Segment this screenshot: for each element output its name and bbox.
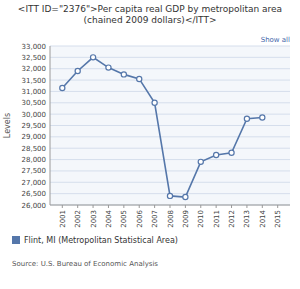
x-tick-label: 2011 [213,210,221,228]
marker [121,72,126,77]
y-tick-label: 32,500 [22,54,47,62]
x-tick [246,205,247,208]
marker [60,85,65,90]
x-tick-label: 2013 [243,210,251,228]
x-tick [139,205,140,208]
x-tick-label: 2003 [90,210,98,228]
grid-line [50,159,290,160]
x-tick-label: 2014 [259,209,267,227]
grid-line [50,182,290,183]
x-tick-label: 2006 [136,209,144,227]
x-tick [200,205,201,208]
marker [167,193,172,198]
grid-line [50,170,290,171]
x-tick [216,205,217,208]
x-tick-label: 2008 [167,210,175,228]
y-axis-label: Levels [3,113,12,138]
marker [244,116,249,121]
x-tick [108,205,109,208]
x-tick [77,205,78,208]
plot-background [50,46,290,205]
source: Source: U.S. Bureau of Economic Analysis [12,260,158,268]
x-tick-label: 2002 [74,210,82,228]
marker [260,115,265,120]
y-tick-label: 32,000 [22,65,47,73]
x-tick-label: 2004 [105,209,113,227]
y-tick-label: 28,500 [22,145,47,153]
x-tick-label: 2001 [59,210,67,228]
marker [229,150,234,155]
grid-line [50,148,290,149]
y-tick-label: 26,000 [22,202,47,210]
x-tick [123,205,124,208]
x-tick-label: 2010 [197,210,205,228]
marker [90,55,95,60]
y-tick-label: 27,500 [22,167,47,175]
x-tick-label: 2015 [274,210,282,228]
marker [214,152,219,157]
marker [137,76,142,81]
marker [106,65,111,70]
marker [198,159,203,164]
y-tick-label: 31,500 [22,77,47,85]
grid-line [50,102,290,103]
y-tick-label: 29,000 [22,133,47,141]
x-tick-label: 2007 [151,210,159,228]
y-tick-label: 31,000 [22,88,47,96]
grid-line [50,80,290,81]
grid-line [50,114,290,115]
x-tick [262,205,263,208]
x-tick [170,205,171,208]
grid-line [50,57,290,58]
x-tick [231,205,232,208]
marker [152,100,157,105]
marker [183,194,188,199]
grid-line [50,91,290,92]
x-tick [185,205,186,208]
marker [75,68,80,73]
y-tick-label: 26,500 [22,190,47,198]
grid-line [50,136,290,137]
legend-swatch [12,236,20,244]
x-tick-label: 2012 [228,210,236,228]
x-tick-label: 2005 [120,210,128,228]
x-tick [277,205,278,208]
title: <ITT ID="2376">Per capita real GDP by me… [18,4,282,25]
y-axis-line [50,46,51,205]
y-tick-label: 29,500 [22,122,47,130]
chart: <ITT ID="2376">Per capita real GDP by me… [0,0,300,289]
legend-label: Flint, MI (Metropolitan Statistical Area… [24,236,178,245]
x-tick [93,205,94,208]
plot-area [60,55,265,200]
x-tick [154,205,155,208]
y-tick-label: 33,000 [22,43,47,51]
y-tick-label: 28,000 [22,156,47,164]
line [62,57,262,197]
grid-line [50,68,290,69]
grid-line [50,46,290,47]
x-tick [62,205,63,208]
y-tick-label: 30,500 [22,99,47,107]
y-tick-label: 30,000 [22,111,47,119]
x-tick-label: 2009 [182,210,190,228]
y-tick-label: 27,000 [22,179,47,187]
grid-line [50,125,290,126]
annotation: Show all [261,36,290,44]
